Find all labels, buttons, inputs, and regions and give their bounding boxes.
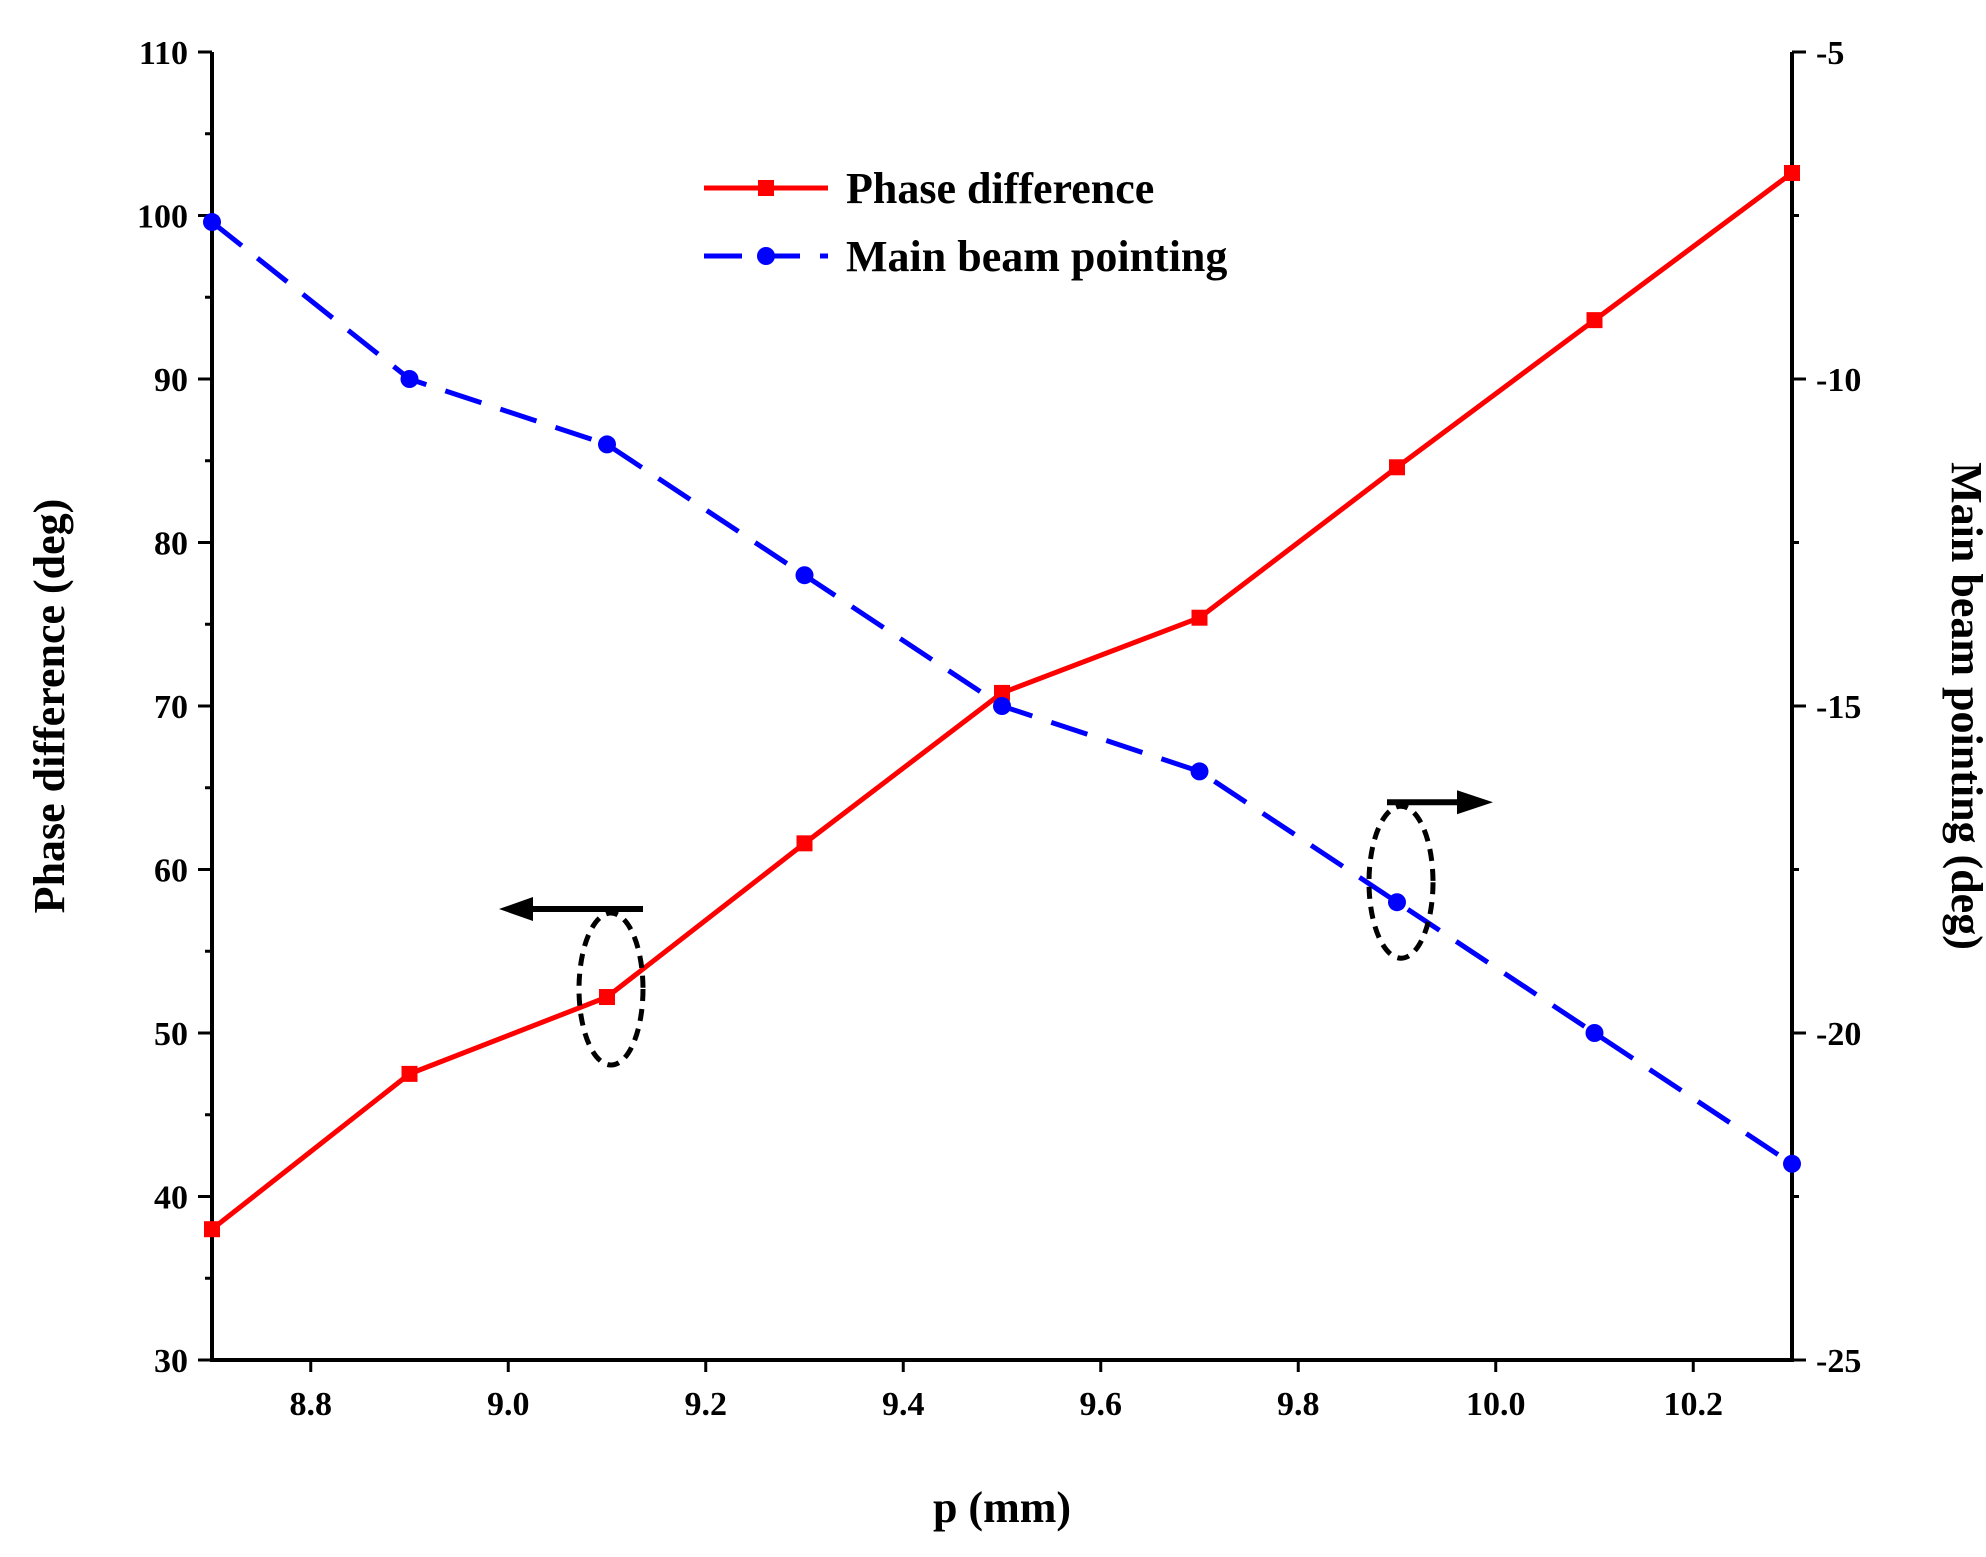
data-point-phase-difference bbox=[796, 835, 813, 852]
x-tick-label: 9.8 bbox=[1277, 1386, 1320, 1423]
x-tick-label: 9.0 bbox=[487, 1386, 530, 1423]
y-right-tick-label: -25 bbox=[1816, 1343, 1861, 1380]
annotation-layer bbox=[499, 790, 1493, 1068]
data-point-main-beam-pointing bbox=[993, 697, 1011, 715]
data-point-main-beam-pointing bbox=[203, 213, 221, 232]
x-tick-label: 8.8 bbox=[290, 1386, 333, 1423]
y-right-tick-label: -5 bbox=[1816, 35, 1844, 72]
y-axis-left-title: Phase difference (deg) bbox=[25, 499, 74, 914]
data-point-phase-difference bbox=[1586, 312, 1603, 329]
y-left-tick-label: 40 bbox=[154, 1180, 188, 1217]
data-point-phase-difference bbox=[994, 684, 1010, 701]
legend-label: Main beam pointing bbox=[846, 232, 1227, 281]
data-point-main-beam-pointing bbox=[400, 370, 419, 388]
x-tick-label: 10.0 bbox=[1466, 1386, 1526, 1423]
y-left-tick-label: 100 bbox=[137, 199, 188, 236]
x-tick-label: 10.2 bbox=[1664, 1386, 1724, 1423]
y-left-tick-label: 90 bbox=[154, 362, 188, 399]
annotation-arrow-right-icon bbox=[1457, 790, 1493, 815]
data-point-phase-difference bbox=[599, 989, 615, 1006]
y-axis-right-title: Main beam pointing (deg) bbox=[1942, 462, 1986, 950]
data-point-phase-difference bbox=[1389, 459, 1405, 476]
annotation-arrow-left-icon bbox=[499, 897, 533, 922]
y-right-tick-label: -15 bbox=[1816, 689, 1861, 726]
data-point-main-beam-pointing bbox=[1190, 762, 1209, 781]
y-left-tick-label: 60 bbox=[154, 853, 188, 890]
legend-marker-square-icon bbox=[758, 180, 774, 196]
data-point-main-beam-pointing bbox=[598, 435, 616, 454]
data-point-phase-difference bbox=[1784, 164, 1800, 181]
y-left-tick-label: 50 bbox=[154, 1016, 188, 1053]
y-right-tick-label: -10 bbox=[1816, 362, 1861, 399]
x-axis-title: p (mm) bbox=[933, 1483, 1071, 1532]
data-point-phase-difference bbox=[1191, 609, 1208, 626]
annotation-ellipse bbox=[1366, 803, 1436, 961]
series-layer bbox=[203, 164, 1801, 1238]
data-point-main-beam-pointing bbox=[1585, 1024, 1604, 1042]
y-left-tick-label: 30 bbox=[154, 1343, 188, 1380]
legend: Phase difference Main beam pointing bbox=[704, 164, 1227, 281]
x-tick-label: 9.6 bbox=[1080, 1386, 1123, 1423]
y-left-tick-label: 70 bbox=[154, 689, 188, 726]
legend-marker-circle-icon bbox=[757, 247, 775, 265]
data-point-main-beam-pointing bbox=[795, 566, 814, 585]
y-left-tick-label: 110 bbox=[139, 35, 188, 72]
axes: 8.8 9.0 9.2 9.4 9.6 9.8 10.0 10.2 30 40 50 60 70 80 90… bbox=[137, 35, 1861, 1423]
y-right-tick-label: -20 bbox=[1816, 1016, 1861, 1053]
legend-label: Phase difference bbox=[846, 164, 1154, 213]
y-left-tick-label: 80 bbox=[154, 526, 188, 563]
annotation-ellipse bbox=[576, 910, 646, 1068]
x-tick-label: 9.4 bbox=[882, 1386, 925, 1423]
data-point-main-beam-pointing bbox=[1783, 1154, 1801, 1173]
data-point-phase-difference bbox=[401, 1065, 418, 1082]
x-tick-label: 9.2 bbox=[685, 1386, 728, 1423]
data-point-phase-difference bbox=[204, 1221, 220, 1238]
data-point-main-beam-pointing bbox=[1388, 893, 1406, 912]
